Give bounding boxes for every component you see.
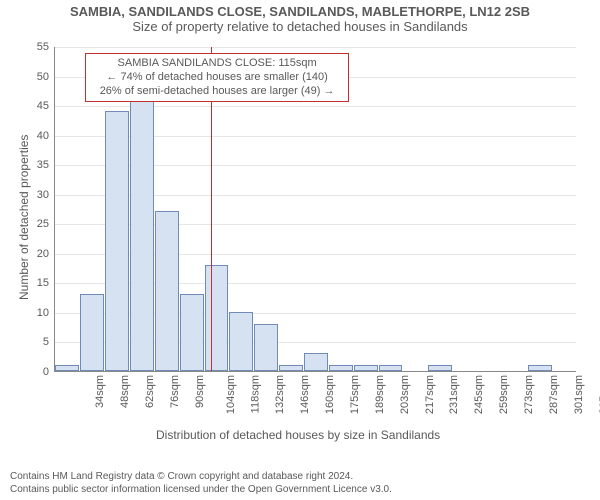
y-tick-label: 25 <box>37 218 55 230</box>
x-tick-label: 203sqm <box>399 375 411 414</box>
x-tick-label: 90sqm <box>194 375 206 408</box>
x-tick-label: 175sqm <box>349 375 361 414</box>
x-tick-label: 132sqm <box>275 375 287 414</box>
y-tick-label: 35 <box>37 159 55 171</box>
x-tick-label: 118sqm <box>249 375 261 413</box>
y-axis-label: Number of detached properties <box>17 134 31 299</box>
x-tick-label: 160sqm <box>324 375 336 414</box>
bar <box>528 365 552 371</box>
x-tick-label: 273sqm <box>523 375 535 414</box>
bar <box>205 265 229 371</box>
credits: Contains HM Land Registry data © Crown c… <box>10 471 392 496</box>
annotation-line: ← 74% of detached houses are smaller (14… <box>92 71 342 85</box>
annotation-line: SAMBIA SANDILANDS CLOSE: 115sqm <box>92 57 342 71</box>
bar <box>254 324 278 371</box>
bar <box>279 365 303 371</box>
y-tick-label: 15 <box>37 277 55 289</box>
y-tick-label: 50 <box>37 71 55 83</box>
bar <box>304 353 328 371</box>
x-tick-label: 259sqm <box>498 375 510 414</box>
bar <box>180 294 204 371</box>
y-tick-label: 10 <box>37 307 55 319</box>
bar <box>55 365 79 371</box>
y-tick-label: 20 <box>37 248 55 260</box>
x-tick-label: 104sqm <box>225 375 237 414</box>
y-tick-label: 55 <box>37 41 55 53</box>
x-axis-label: Distribution of detached houses by size … <box>156 428 440 442</box>
histogram-chart: 051015202530354045505534sqm48sqm62sqm76s… <box>54 47 576 372</box>
credits-line-2: Contains public sector information licen… <box>10 484 392 497</box>
x-tick-label: 245sqm <box>473 375 485 414</box>
y-tick-label: 40 <box>37 130 55 142</box>
bar <box>354 365 378 371</box>
bar <box>105 111 129 371</box>
y-tick-label: 5 <box>43 336 55 348</box>
bar <box>428 365 452 371</box>
x-tick-label: 301sqm <box>573 375 585 414</box>
bar <box>329 365 353 371</box>
x-tick-label: 76sqm <box>169 375 181 408</box>
x-tick-label: 48sqm <box>119 375 131 408</box>
bar <box>130 99 154 371</box>
x-tick-label: 34sqm <box>94 375 106 408</box>
gridline <box>55 47 576 48</box>
plot-area: 051015202530354045505534sqm48sqm62sqm76s… <box>54 47 576 372</box>
x-tick-label: 217sqm <box>424 375 436 414</box>
annotation-line: 26% of semi-detached houses are larger (… <box>92 85 342 99</box>
bar <box>80 294 104 371</box>
bar <box>229 312 253 371</box>
y-tick-label: 0 <box>43 366 55 378</box>
x-tick-label: 189sqm <box>374 375 386 414</box>
heading-address: SAMBIA, SANDILANDS CLOSE, SANDILANDS, MA… <box>0 0 600 19</box>
heading-subtitle: Size of property relative to detached ho… <box>0 19 600 34</box>
x-tick-label: 62sqm <box>144 375 156 408</box>
credits-line-1: Contains HM Land Registry data © Crown c… <box>10 471 392 484</box>
chart-container: SAMBIA, SANDILANDS CLOSE, SANDILANDS, MA… <box>0 0 600 500</box>
x-tick-label: 287sqm <box>548 375 560 414</box>
x-tick-label: 231sqm <box>449 375 461 414</box>
x-tick-label: 146sqm <box>299 375 311 414</box>
bar <box>155 211 179 371</box>
y-tick-label: 45 <box>37 100 55 112</box>
y-tick-label: 30 <box>37 189 55 201</box>
bar <box>379 365 403 371</box>
annotation-box: SAMBIA SANDILANDS CLOSE: 115sqm← 74% of … <box>85 53 349 102</box>
